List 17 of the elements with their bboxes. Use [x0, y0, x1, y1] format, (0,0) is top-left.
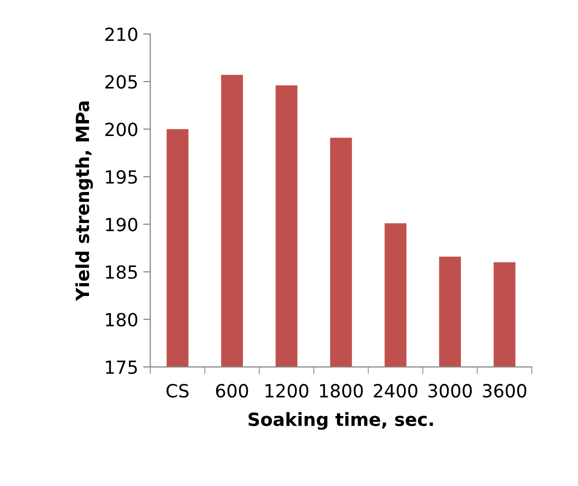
y-tick-label: 210 [105, 27, 138, 42]
x-tick-label: 600 [216, 384, 248, 398]
y-tick-label: 175 [106, 360, 137, 374]
y-axis-title: Yield strength, MPa [75, 102, 93, 302]
y-tick-label: 205 [105, 75, 137, 89]
x-tick-label: 3000 [428, 384, 472, 398]
y-tick-label: 180 [106, 312, 138, 326]
x-tick-label: 2400 [374, 384, 418, 398]
x-tick-label: 3600 [482, 384, 526, 398]
x-tick-label: 1800 [320, 384, 363, 398]
y-tick-label: 195 [106, 170, 137, 184]
y-tick-label: 200 [105, 122, 138, 136]
y-tick-label: 185 [106, 265, 137, 279]
y-tick-label: 190 [106, 218, 138, 232]
x-axis-title: Soaking time, sec. [248, 412, 433, 430]
x-tick-label: CS [166, 384, 189, 398]
x-tick-label: 1200 [266, 384, 308, 398]
